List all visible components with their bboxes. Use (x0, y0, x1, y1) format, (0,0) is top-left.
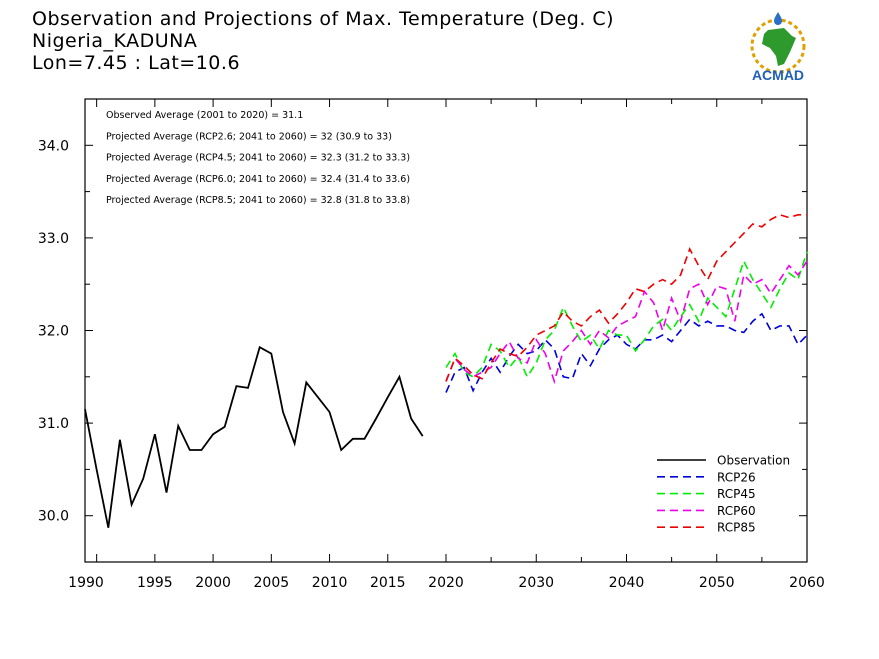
annotation-line: Projected Average (RCP2.6; 2041 to 2060)… (106, 131, 392, 142)
x-tick-label: 2005 (254, 575, 290, 591)
legend-label: RCP26 (717, 470, 756, 484)
annotation-line: Projected Average (RCP6.0; 2041 to 2060)… (106, 174, 410, 185)
legend-label: RCP45 (717, 487, 756, 501)
series-rcp60 (445, 260, 808, 385)
legend-label: RCP60 (717, 504, 756, 518)
location-label: Nigeria_KADUNA (32, 30, 198, 52)
africa-map-logo-icon (750, 12, 806, 74)
chart-title-block: Observation and Projections of Max. Temp… (32, 8, 614, 74)
y-axis-labels: 30.0 31.0 32.0 33.0 34.0 (38, 138, 69, 524)
logo-text: ACMAD (752, 67, 804, 83)
y-tick-label: 30.0 (38, 509, 69, 525)
series-lines (84, 213, 808, 528)
x-axis-labels: 1990 1995 2000 2005 2010 2015 2020 2030 2040 2050… (68, 575, 825, 591)
x-tick-label: 2050 (699, 575, 735, 591)
y-tick-label: 34.0 (38, 138, 69, 154)
x-tick-label: 2060 (789, 575, 825, 591)
x-tick-label: 2040 (609, 575, 645, 591)
chart-title: Observation and Projections of Max. Temp… (32, 8, 615, 30)
axis-ticks (85, 99, 808, 562)
plot-frame (84, 98, 808, 563)
acmad-logo: ACMAD (750, 12, 806, 83)
annotation-line: Observed Average (2001 to 2020) = 31.1 (106, 110, 303, 121)
series-rcp45 (445, 251, 808, 379)
annotation-line: Projected Average (RCP4.5; 2041 to 2060)… (106, 153, 410, 164)
series-rcp85 (445, 213, 807, 382)
x-tick-label: 1990 (68, 575, 104, 591)
x-tick-label: 2030 (518, 575, 554, 591)
x-tick-label: 2020 (428, 575, 464, 591)
x-tick-label: 1995 (137, 575, 173, 591)
y-tick-label: 32.0 (38, 324, 69, 340)
annotation-line: Projected Average (RCP8.5; 2041 to 2060)… (106, 195, 410, 206)
x-tick-label: 2000 (195, 575, 231, 591)
legend-label: RCP85 (717, 521, 756, 535)
annotations: Observed Average (2001 to 2020) = 31.1 Pr… (106, 110, 410, 206)
series-observation (84, 345, 424, 528)
y-tick-label: 33.0 (38, 231, 69, 247)
x-tick-label: 2010 (312, 575, 348, 591)
legend-label: Observation (717, 454, 790, 468)
x-tick-label: 2015 (370, 575, 406, 591)
coords-label: Lon=7.45 : Lat=10.6 (32, 52, 241, 74)
legend: Observation RCP26 RCP45 RCP60 RCP85 (657, 454, 790, 535)
y-tick-label: 31.0 (38, 416, 69, 432)
series-rcp26 (445, 312, 808, 393)
